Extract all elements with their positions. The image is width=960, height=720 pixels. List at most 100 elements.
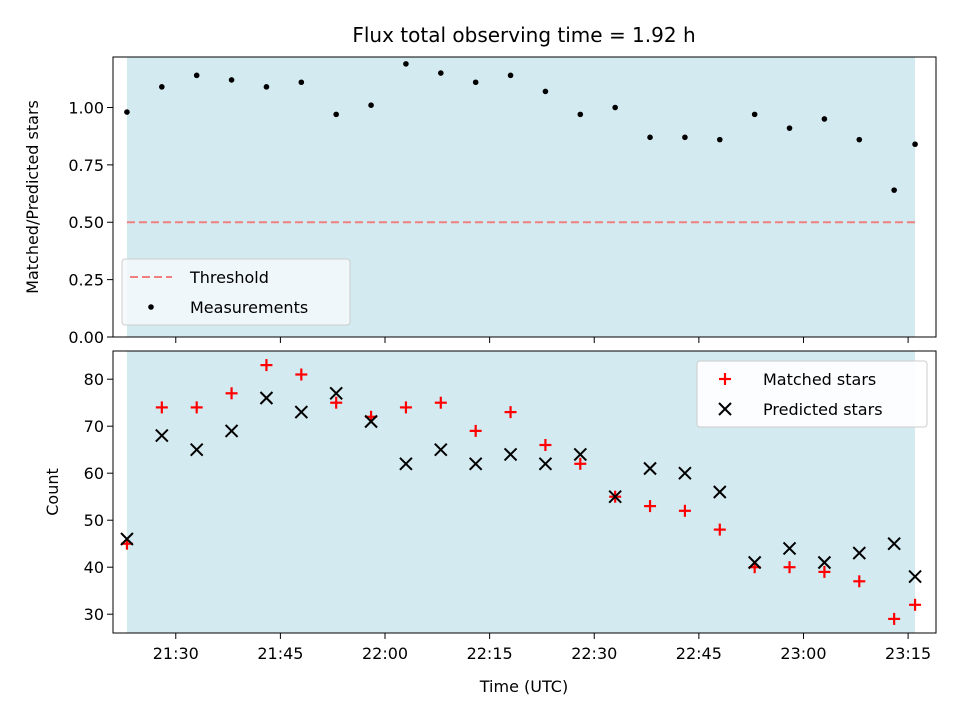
bottom-x-tick-label: 21:30 — [153, 644, 199, 663]
measurement-point — [856, 136, 863, 143]
predicted-star-point — [364, 414, 378, 429]
matched-star-point — [574, 457, 587, 470]
top-y-tick-label: 0.50 — [68, 213, 104, 232]
top-y-tick-label: 0.25 — [68, 271, 104, 290]
predicted-star-point — [643, 461, 657, 476]
matched-star-point — [783, 561, 796, 574]
matched-star-point — [469, 424, 482, 437]
top-y-tick-label: 0.00 — [68, 328, 104, 347]
measurement-point — [682, 134, 688, 141]
predicted-star-point — [189, 442, 204, 457]
x-axis-label: Time (UTC) — [479, 677, 568, 696]
bottom-legend-box — [696, 360, 928, 428]
predicted-star-point — [747, 555, 762, 570]
bottom-legend: Matched stars Predicted stars — [696, 360, 928, 428]
top-x-ticks — [175, 337, 909, 343]
legend-measurements-label: Measurements — [190, 298, 308, 317]
top-panel: 0.00 0.25 0.50 0.75 1.00 Matched/Predicted s… — [23, 56, 937, 347]
measurement-point — [751, 111, 758, 118]
bottom-y-ticks: 30 40 50 60 70 80 — [84, 370, 113, 624]
predicted-star-point — [155, 428, 169, 443]
top-legend: Threshold Measurements — [121, 258, 351, 326]
bottom-y-tick-label: 60 — [84, 464, 104, 483]
bottom-y-tick-label: 80 — [84, 370, 104, 389]
matched-star-point — [818, 565, 831, 578]
legend-predicted-label: Predicted stars — [763, 400, 883, 419]
predicted-star-point — [782, 541, 797, 556]
matched-star-point — [330, 396, 343, 409]
bottom-x-ticks: 21:30 21:45 22:00 22:15 22:30 22:45 23:00 23:15 — [153, 633, 931, 663]
bottom-y-tick-label: 50 — [84, 511, 104, 530]
predicted-star-point — [120, 532, 134, 546]
predicted-star-point — [538, 457, 553, 471]
legend-predicted-swatch — [718, 402, 732, 416]
predicted-star-point — [329, 386, 343, 401]
matched-star-point — [295, 368, 308, 381]
legend-threshold-label: Threshold — [189, 268, 269, 287]
predicted-star-point — [434, 442, 448, 457]
measurement-point — [438, 70, 444, 76]
top-y-tick-label: 1.00 — [68, 98, 104, 117]
matched-star-point — [504, 406, 517, 419]
legend-matched-label: Matched stars — [763, 370, 876, 389]
measurement-point — [228, 77, 235, 83]
predicted-star-point — [503, 447, 518, 462]
measurement-point — [124, 109, 130, 115]
measurement-point — [542, 88, 549, 95]
measurement-point — [368, 102, 374, 108]
bottom-x-tick-label: 22:15 — [467, 644, 513, 663]
bottom-x-tick-label: 23:00 — [780, 644, 826, 663]
measurement-point — [159, 84, 165, 90]
matched-star-point — [155, 401, 168, 414]
measurement-point — [263, 84, 270, 90]
bottom-x-tick-label: 21:45 — [257, 644, 303, 663]
predicted-star-point — [908, 569, 922, 584]
bottom-axes-frame — [112, 350, 937, 634]
predicted-star-point — [468, 457, 483, 471]
measurement-point — [333, 111, 339, 118]
matched-star-point — [713, 523, 726, 536]
bottom-x-tick-label: 22:00 — [362, 644, 408, 663]
measurement-point — [403, 61, 409, 67]
matched-star-point — [539, 439, 552, 451]
measurement-point — [612, 104, 618, 111]
bottom-y-tick-label: 70 — [84, 417, 104, 436]
matched-star-point — [644, 500, 657, 513]
measurement-point — [912, 141, 918, 148]
measurement-point — [821, 116, 828, 122]
measurement-point — [507, 72, 514, 79]
matched-star-point — [225, 387, 238, 400]
measurement-points — [124, 61, 918, 193]
predicted-star-point — [259, 391, 274, 405]
matched-star-point — [399, 401, 412, 414]
bottom-x-tick-label: 22:45 — [676, 644, 722, 663]
predicted-star-point — [224, 424, 239, 438]
matched-star-point — [190, 401, 203, 414]
measurement-point — [577, 111, 584, 118]
bottom-y-axis-label: Count — [43, 468, 62, 516]
predicted-star-point — [294, 405, 309, 419]
measurement-point — [298, 79, 305, 86]
matched-star-point — [853, 575, 866, 588]
predicted-star-point — [852, 546, 866, 560]
bottom-y-tick-label: 40 — [84, 558, 104, 577]
predicted-star-point — [678, 466, 692, 480]
bottom-x-tick-label: 23:15 — [885, 644, 931, 663]
matched-star-point — [888, 612, 901, 625]
top-y-tick-label: 0.75 — [68, 156, 104, 175]
top-y-axis-label: Matched/Predicted stars — [23, 100, 42, 294]
measurement-point — [193, 72, 200, 79]
measurement-point — [786, 125, 793, 131]
chart-title: Flux total observing time = 1.92 h — [352, 23, 695, 47]
bottom-y-tick-label: 30 — [84, 605, 104, 624]
predicted-star-point — [573, 447, 588, 462]
predicted-star-point — [713, 485, 727, 499]
bottom-panel: 30 40 50 60 70 80 21:30 21:45 22:00 22:15 22:30 22… — [43, 350, 937, 696]
measurement-point — [472, 79, 479, 86]
matched-star-point — [678, 504, 691, 517]
top-y-ticks: 0.00 0.25 0.50 0.75 1.00 — [68, 98, 113, 347]
measurement-point — [716, 136, 723, 143]
matched-star-point — [909, 598, 922, 611]
count-points — [120, 359, 922, 625]
